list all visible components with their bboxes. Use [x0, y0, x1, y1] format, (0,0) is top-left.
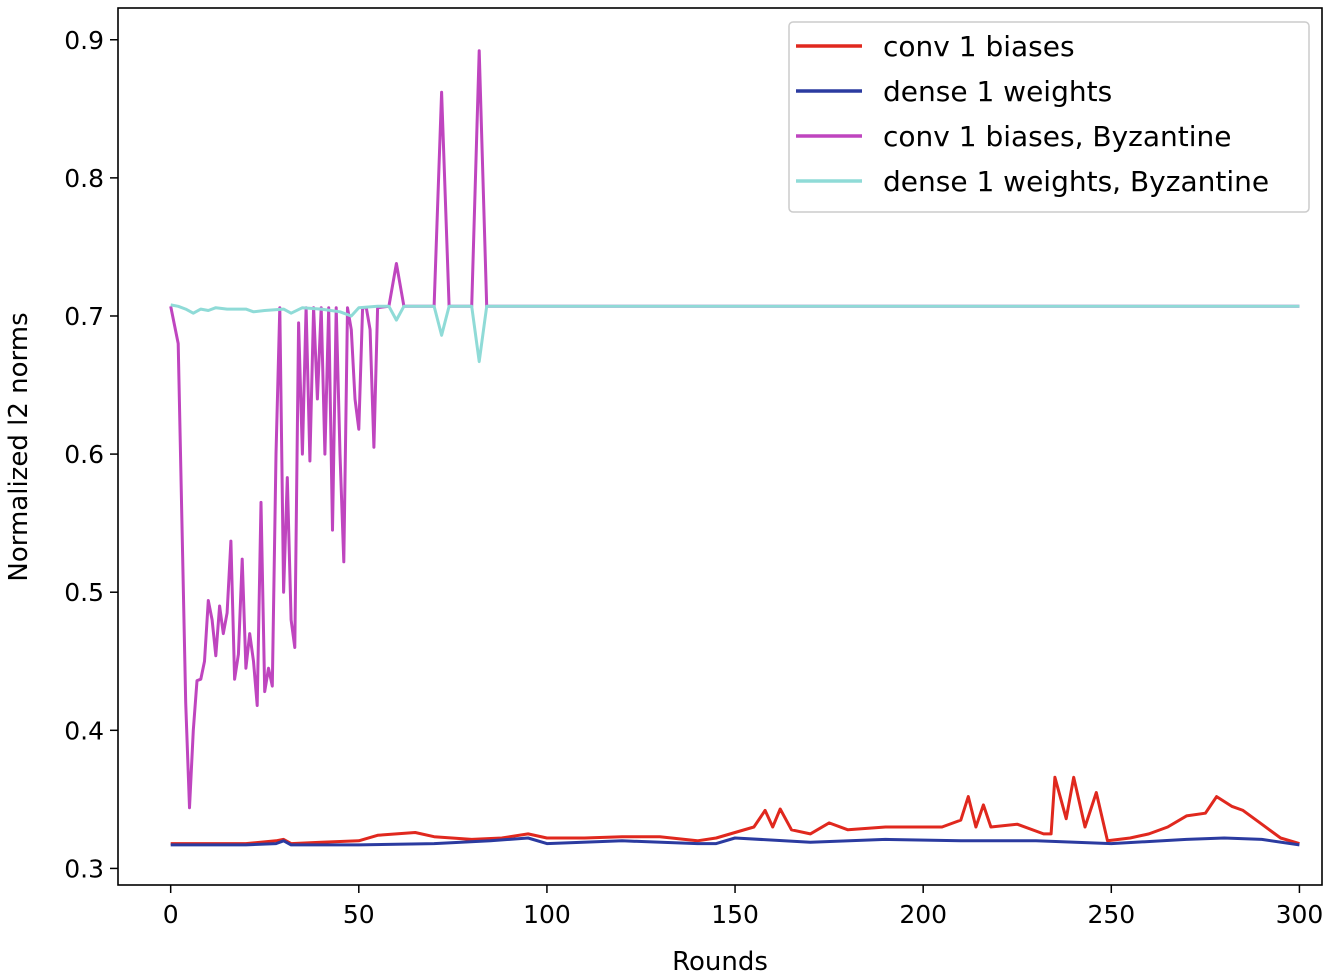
legend-items: conv 1 biases dense 1 weights conv 1 biase… — [796, 30, 1269, 198]
legend-label-2: dense 1 weights — [883, 75, 1112, 108]
legend-frame — [788, 21, 1310, 213]
x-tick-label: 100 — [523, 900, 571, 929]
y-tick-label: 0.8 — [64, 164, 104, 193]
y-axis: 0.3 0.4 0.5 0.6 0.7 0.8 0.9 — [64, 26, 118, 883]
series-line-4 — [170, 303, 1300, 364]
legend: conv 1 biases dense 1 weights conv 1 biase… — [788, 21, 1310, 213]
x-tick-label: 250 — [1087, 900, 1135, 929]
y-tick-label: 0.7 — [64, 302, 104, 331]
x-tick-label: 0 — [163, 900, 179, 929]
plot-frame — [117, 7, 1323, 886]
y-tick-label: 0.6 — [64, 440, 104, 469]
legend-label-4: dense 1 weights, Byzantine — [883, 165, 1269, 198]
x-tick-label: 200 — [899, 900, 947, 929]
y-tick-label: 0.3 — [64, 854, 104, 883]
x-axis: 0 50 100 150 200 250 300 — [163, 885, 1324, 929]
y-tick-label: 0.4 — [64, 716, 104, 745]
x-tick-label: 150 — [711, 900, 759, 929]
y-axis-title: Normalized l2 norms — [4, 312, 34, 581]
x-tick-label: 300 — [1276, 900, 1324, 929]
y-tick-label: 0.9 — [64, 26, 104, 55]
x-tick-label: 50 — [343, 900, 375, 929]
legend-label-1: conv 1 biases — [883, 30, 1075, 63]
series-line-1 — [170, 775, 1300, 846]
y-tick-label: 0.5 — [64, 578, 104, 607]
series-layer — [169, 49, 1300, 847]
x-axis-title: Rounds — [672, 947, 768, 977]
series-line-3 — [169, 49, 1300, 810]
series-line-2 — [170, 836, 1300, 847]
legend-label-3: conv 1 biases, Byzantine — [883, 120, 1231, 153]
